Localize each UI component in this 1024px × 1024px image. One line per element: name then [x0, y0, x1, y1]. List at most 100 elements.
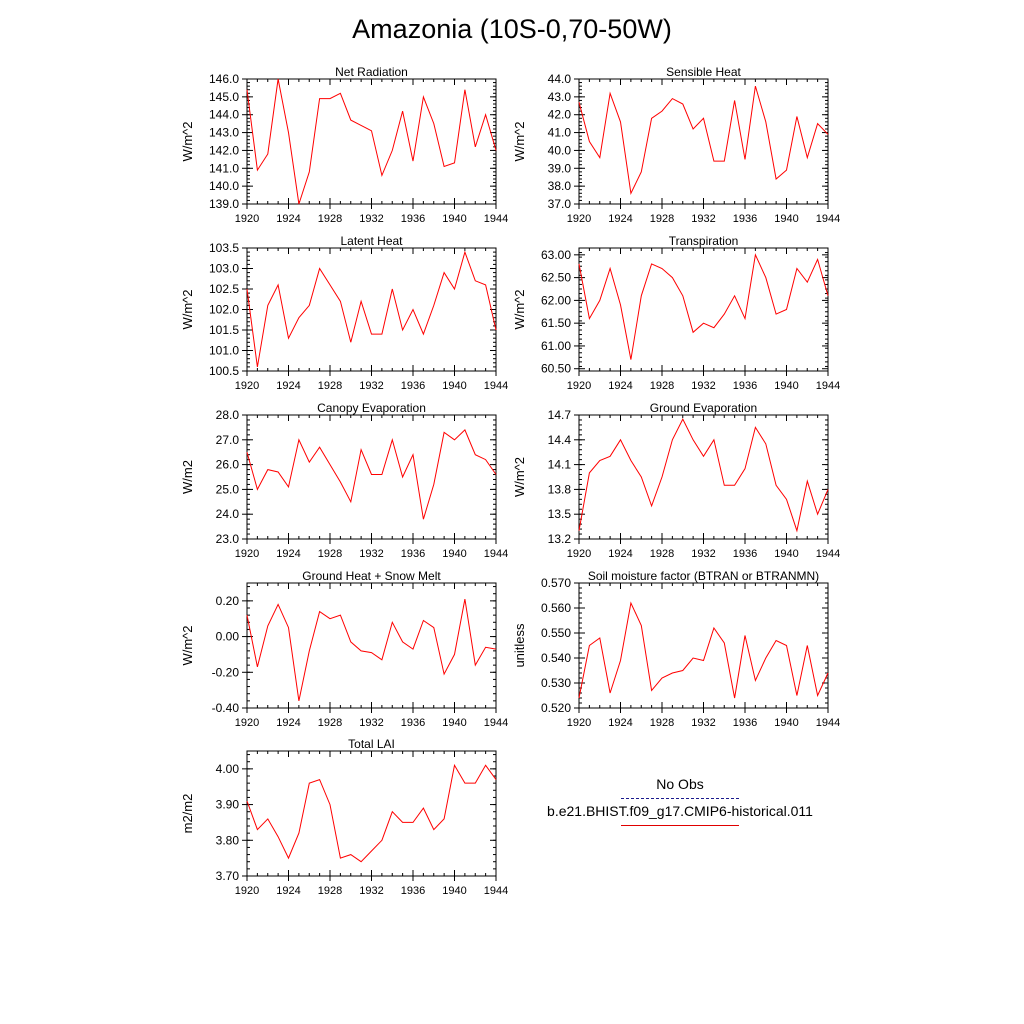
y-tick-label: 0.540 — [541, 651, 571, 665]
x-tick-label: 1940 — [442, 380, 466, 392]
y-tick-label: 39.0 — [548, 161, 572, 175]
y-tick-label: -0.20 — [212, 665, 240, 679]
x-tick-label: 1932 — [359, 213, 383, 225]
legend-obs-line — [621, 798, 739, 799]
y-tick-label: 101.5 — [209, 323, 239, 337]
x-tick-label: 1940 — [442, 885, 466, 897]
x-tick-label: 1940 — [774, 213, 798, 225]
y-tick-label: 14.1 — [548, 458, 572, 472]
y-tick-label: 0.520 — [541, 701, 571, 715]
plot-frame — [246, 750, 497, 877]
plot-frame — [578, 78, 829, 205]
page-title: Amazonia (10S-0,70-50W) — [352, 14, 672, 44]
x-tick-label: 1932 — [359, 885, 383, 897]
series-line — [246, 429, 497, 520]
panel-title: Canopy Evaporation — [317, 401, 426, 415]
x-tick-label: 1928 — [650, 213, 674, 225]
x-tick-label: 1920 — [567, 380, 591, 392]
x-tick-label: 1944 — [484, 885, 508, 897]
x-tick-label: 1920 — [235, 213, 259, 225]
x-tick-label: 1920 — [567, 213, 591, 225]
y-tick-label: 103.0 — [209, 262, 239, 276]
y-tick-label: 62.50 — [541, 271, 571, 285]
y-tick-label: -0.40 — [212, 701, 240, 715]
x-tick-label: 1936 — [401, 380, 425, 392]
y-tick-label: 24.0 — [216, 507, 240, 521]
plot-frame — [246, 582, 497, 709]
x-tick-label: 1944 — [816, 548, 840, 560]
x-tick-label: 1920 — [235, 885, 259, 897]
y-tick-label: 102.0 — [209, 303, 239, 317]
y-tick-label: 13.2 — [548, 532, 572, 546]
x-tick-label: 1920 — [235, 380, 259, 392]
x-tick-label: 1928 — [318, 885, 342, 897]
y-tick-label: 37.0 — [548, 197, 572, 211]
panel-title: Transpiration — [669, 234, 739, 248]
x-tick-label: 1944 — [484, 548, 508, 560]
x-tick-label: 1936 — [401, 548, 425, 560]
x-tick-label: 1936 — [401, 717, 425, 729]
y-tick-label: 139.0 — [209, 197, 239, 211]
x-tick-label: 1940 — [442, 717, 466, 729]
chart-panel-2: 1920 1924 1928 1932 1936 1940 1944 103.5 103.0 10… — [180, 234, 508, 392]
y-tick-label: 63.00 — [541, 248, 571, 262]
y-tick-label: 0.560 — [541, 601, 571, 615]
series-line — [578, 601, 829, 699]
y-tick-label: 14.4 — [548, 433, 572, 447]
y-axis-label: W/m^2 — [180, 625, 195, 665]
plot-frame — [246, 247, 497, 372]
panel-title: Ground Heat + Snow Melt — [302, 569, 441, 583]
y-tick-label: 144.0 — [209, 108, 239, 122]
x-tick-label: 1932 — [691, 548, 715, 560]
y-tick-label: 146.0 — [209, 72, 239, 86]
panel-title: Total LAI — [348, 737, 395, 751]
plot-frame — [246, 78, 497, 205]
x-tick-label: 1932 — [359, 717, 383, 729]
y-tick-label: 3.80 — [216, 833, 240, 847]
legend: No Obs b.e21.BHIST.f09_g17.CMIP6-histori… — [530, 776, 830, 826]
x-tick-label: 1940 — [442, 548, 466, 560]
x-tick-label: 1924 — [608, 717, 632, 729]
y-axis-label: W/m^2 — [180, 121, 195, 161]
y-tick-label: 42.0 — [548, 108, 572, 122]
plot-frame — [246, 414, 497, 540]
y-tick-label: 23.0 — [216, 532, 240, 546]
x-tick-label: 1936 — [733, 717, 757, 729]
x-tick-label: 1924 — [608, 548, 632, 560]
y-tick-label: 38.0 — [548, 179, 572, 193]
series-line — [578, 253, 829, 360]
panel-title: Latent Heat — [340, 234, 403, 248]
y-axis-label: W/m^2 — [512, 289, 527, 329]
x-tick-label: 1924 — [608, 380, 632, 392]
y-axis-label: W/m^2 — [512, 121, 527, 161]
y-tick-label: 102.5 — [209, 282, 239, 296]
x-tick-label: 1940 — [442, 213, 466, 225]
panel-title: Net Radiation — [335, 65, 408, 79]
x-tick-label: 1932 — [691, 717, 715, 729]
x-tick-label: 1924 — [608, 213, 632, 225]
x-tick-label: 1936 — [733, 213, 757, 225]
panel-title: Soil moisture factor (BTRAN or BTRANMN) — [588, 569, 819, 583]
y-tick-label: 28.0 — [216, 408, 240, 422]
x-tick-label: 1920 — [567, 717, 591, 729]
x-tick-label: 1940 — [774, 380, 798, 392]
plot-frame — [578, 414, 829, 540]
x-tick-label: 1932 — [359, 380, 383, 392]
y-tick-label: 0.550 — [541, 626, 571, 640]
chart-panel-0: 1920 1924 1928 1932 1936 1940 1944 146.0 145.0 14… — [180, 65, 508, 225]
y-tick-label: 101.0 — [209, 344, 239, 358]
x-tick-label: 1940 — [774, 717, 798, 729]
y-tick-label: 40.0 — [548, 143, 572, 157]
chart-panel-7: 1920 1924 1928 1932 1936 1940 1944 0.570 0.560 0.… — [512, 569, 840, 729]
y-tick-label: 13.5 — [548, 507, 572, 521]
x-tick-label: 1924 — [276, 548, 300, 560]
legend-model-label: b.e21.BHIST.f09_g17.CMIP6-historical.011 — [547, 803, 813, 819]
y-tick-label: 14.7 — [548, 408, 572, 422]
x-tick-label: 1944 — [816, 380, 840, 392]
series-line — [246, 250, 497, 367]
x-tick-label: 1920 — [235, 548, 259, 560]
chart-panel-3: 1920 1924 1928 1932 1936 1940 1944 63.00 62.50 62… — [512, 234, 840, 392]
x-tick-label: 1924 — [276, 885, 300, 897]
y-tick-label: 44.0 — [548, 72, 572, 86]
